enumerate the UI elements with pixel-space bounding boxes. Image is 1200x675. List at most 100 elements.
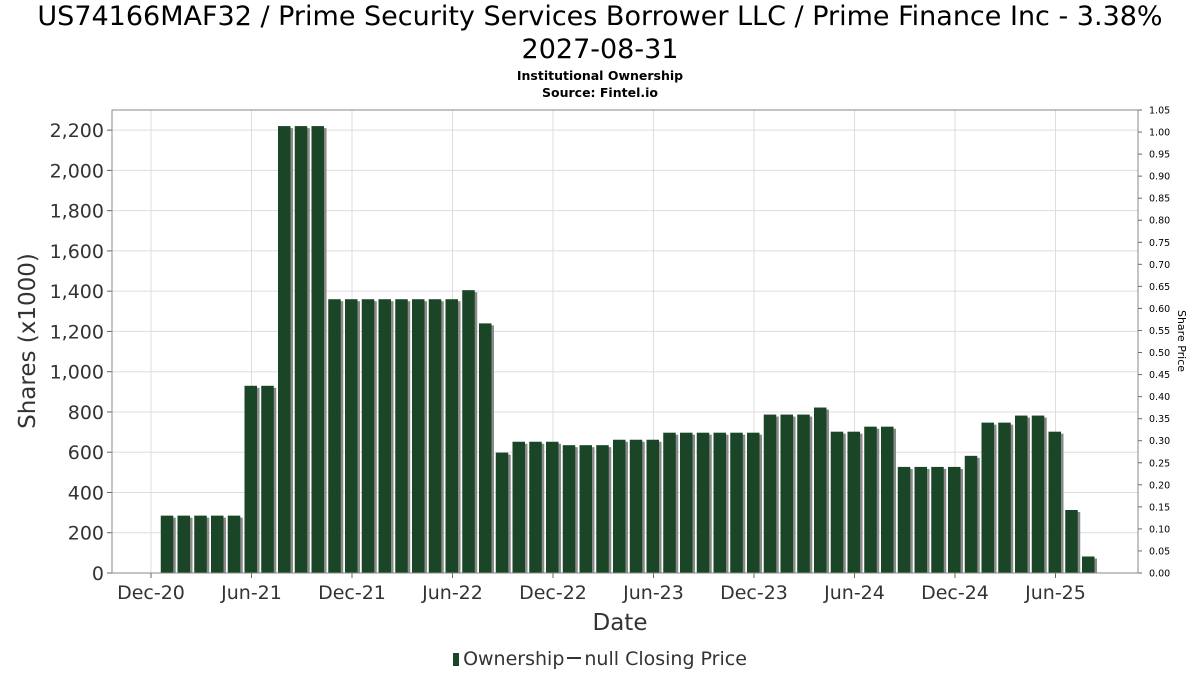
ownership-bar [680,432,693,573]
ownership-bar [244,385,257,573]
x-tick-label: Dec-21 [318,582,386,604]
ownership-legend-label: Ownership [463,648,565,670]
ownership-bar [747,432,760,573]
ownership-bar [562,445,576,573]
ownership-bar [495,452,509,573]
x-tick-label: Dec-24 [921,582,989,604]
ownership-bar [730,432,743,573]
ownership-bar [1031,415,1045,573]
y-tick-label: 1,600 [50,241,104,263]
ownership-bar [177,515,190,573]
ownership-bar [964,455,978,573]
ownership-bar [529,441,542,573]
y2-tick-label: 0.30 [1149,436,1170,447]
y2-tick-label: 0.70 [1149,260,1170,271]
plot-frame [111,109,1139,574]
ownership-bar [613,439,626,573]
ownership-bar [445,299,458,573]
y-tick-label: 2,200 [50,120,104,142]
y-tick-label: 200 [68,523,104,545]
ownership-bar [981,422,994,573]
ownership-bar [814,407,827,573]
y2-tick-label: 0.65 [1149,282,1170,293]
ownership-bar [629,439,643,573]
ownership-bar [395,299,408,573]
ownership-bar [1015,415,1028,573]
ownership-bar [1048,431,1061,573]
y2-tick-label: 0.25 [1149,458,1170,469]
ownership-bar [428,299,442,573]
ownership-bar [479,323,492,573]
ownership-bar [278,126,291,574]
chart-subtitle: Institutional Ownership [516,68,684,83]
ownership-bar [378,299,391,573]
y-tick-label: 1,400 [50,281,104,303]
x-tick-label: Jun-21 [220,582,282,604]
ownership-bar [328,299,341,573]
ownership-bar [160,515,174,573]
ownership-bar [763,414,777,573]
y-tick-label: 0 [92,563,104,585]
y-tick-label: 1,800 [50,201,104,223]
y2-tick-label: 0.00 [1149,569,1170,580]
ownership-bar [345,299,358,573]
ownership-bar [847,431,860,573]
y2-tick-label: 0.85 [1149,194,1170,205]
ownership-bar [998,422,1011,573]
y2-tick-label: 1.00 [1149,128,1170,139]
closing-price-legend-swatch [567,657,582,659]
y2-axis-title: Share Price [1175,310,1188,372]
ownership-bar [780,414,793,573]
y-tick-label: 600 [68,442,104,464]
ownership-bar [881,426,894,573]
y2-tick-label: 1.05 [1149,106,1170,117]
x-tick-label: Jun-24 [823,582,885,604]
y-tick-label: 400 [68,482,104,504]
ownership-bar [864,426,877,573]
y2-tick-label: 0.55 [1149,326,1170,337]
ownership-bar [696,432,710,573]
chart-title-line2: 2027-08-31 [521,34,679,65]
y-axis-title: Shares (x1000) [15,253,41,429]
ownership-bar [211,515,224,573]
y2-tick-label: 0.05 [1149,546,1170,557]
ownership-bar [646,439,659,573]
x-tick-label: Dec-23 [720,582,788,604]
y-tick-label: 1,200 [50,321,104,343]
chart-legend: Ownership null Closing Price [0,647,1200,671]
ownership-bar [663,432,676,573]
y2-tick-label: 0.80 [1149,216,1170,227]
y2-tick-label: 0.35 [1149,414,1170,425]
ownership-bar [361,299,375,573]
y-tick-label: 800 [68,402,104,424]
y-tick-label: 1,000 [50,362,104,384]
x-tick-label: Jun-23 [622,582,684,604]
ownership-bar [596,445,609,573]
y2-tick-label: 0.15 [1149,502,1170,513]
ownership-bar [948,466,961,573]
ownership-bar [311,126,324,574]
y2-tick-label: 0.90 [1149,172,1170,183]
ownership-bar [1082,556,1095,573]
ownership-bar [931,466,944,573]
x-tick-label: Dec-20 [117,582,185,604]
ownership-bar [897,466,911,573]
x-tick-label: Dec-22 [519,582,587,604]
y2-tick-label: 0.45 [1149,370,1170,381]
ownership-bar [462,290,475,573]
ownership-bar [1065,509,1078,573]
ownership-bar [579,445,592,573]
ownership-bar [194,515,207,573]
x-axis-title: Date [593,610,648,636]
ownership-bar [227,515,241,573]
y2-tick-label: 0.95 [1149,150,1170,161]
y2-tick-label: 0.50 [1149,348,1170,359]
closing-price-legend-label: null Closing Price [584,648,747,670]
ownership-bar [546,441,559,573]
y-tick-label: 2,000 [50,160,104,182]
ownership-bar [914,466,927,573]
ownership-bar [261,385,274,573]
ownership-bar [713,432,726,573]
y2-tick-label: 0.10 [1149,524,1170,535]
